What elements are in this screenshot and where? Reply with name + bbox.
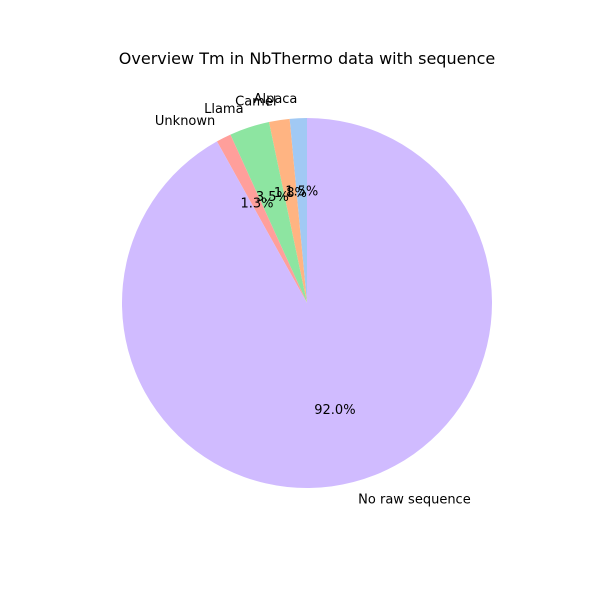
pie-slice-camel	[268, 118, 307, 303]
slice-pct-camel: 1.8%	[274, 186, 307, 201]
pie-slices	[121, 118, 492, 488]
slice-pct-no-raw-sequence: 92.0%	[314, 403, 355, 418]
slice-pct-alpaca: 1.5%	[285, 185, 318, 200]
pie-slice-llama	[230, 121, 307, 303]
slice-pct-unknown: 1.3%	[240, 196, 273, 211]
chart-title: Overview Tm in NbThermo data with sequen…	[119, 49, 495, 68]
slice-pct-llama: 3.5%	[256, 190, 289, 205]
pie-slice-unknown	[216, 134, 307, 303]
slice-label-camel: Camel	[235, 94, 276, 109]
pie-slice-alpaca	[289, 118, 307, 303]
slice-label-unknown: Unknown	[155, 114, 215, 129]
pie-labels: Alpaca 1.5% Camel 1.8% Llama 3.5% Unknown 1.3% N…	[155, 92, 471, 507]
slice-label-llama: Llama	[204, 102, 243, 117]
slice-label-no-raw-sequence: No raw sequence	[358, 492, 471, 507]
pie-slice-no-raw-sequence	[121, 118, 492, 488]
slice-label-alpaca: Alpaca	[254, 92, 298, 107]
